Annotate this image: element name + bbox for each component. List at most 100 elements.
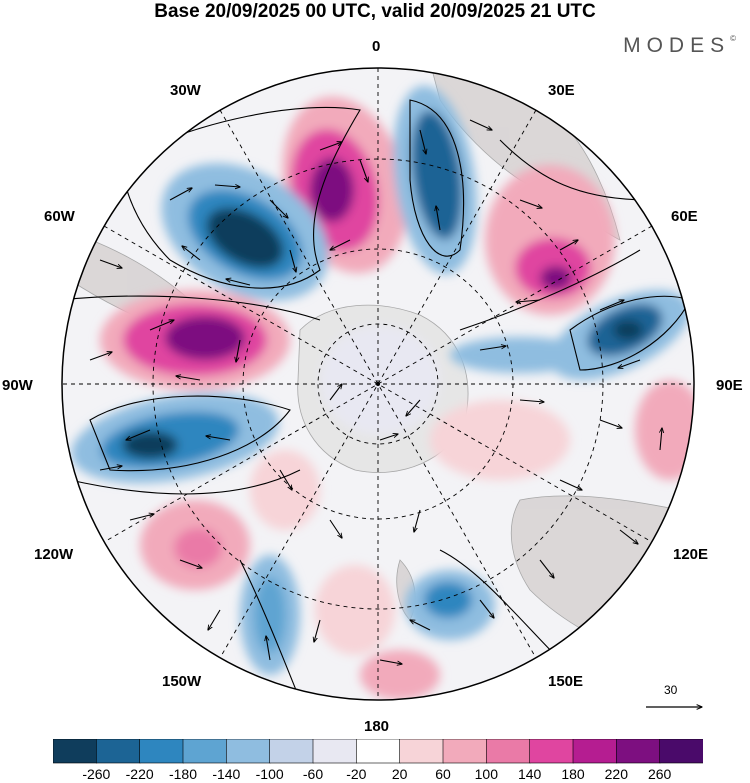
contour-line-3 [89,395,291,472]
lon-label-180: 180 [364,718,390,735]
wind-vector [599,419,622,428]
wind-vector [89,352,112,361]
anomaly-pos-7 [315,565,395,655]
wind-vector [436,206,441,231]
wind-vector [410,620,431,631]
wind-vector [176,376,201,381]
anomaly-neg-4-peak [122,431,178,459]
graticule [62,68,694,700]
colorbar-tick-label: -100 [255,766,284,782]
colorbar-swatch [96,739,141,764]
colorbar-tick-label: 180 [561,766,585,782]
colorbar-swatch [356,739,401,764]
colorbar-tick-label: 20 [391,766,408,782]
wind-vector [516,300,541,302]
colorbar-swatch [399,739,444,764]
colorbar-swatch [572,739,618,764]
lon-label-150e: 150E [548,673,584,690]
colorbar-swatch [529,739,574,764]
anomaly-pos-2-peak [165,316,245,360]
contour-line-7 [459,249,641,331]
colorbar-tick-label: -220 [125,766,154,782]
wind-vector [149,320,174,331]
colorbar-swatch [53,739,98,764]
wind-vector [269,199,288,218]
lon-label-30e: 30E [548,82,575,99]
wind-vector [479,346,506,351]
contour-line-2 [409,99,465,257]
meridian-60w-120e [103,225,653,543]
colorbar-tick-label: 60 [435,766,451,782]
lon-label-60e: 60E [671,208,698,225]
wind-vector [330,239,351,250]
wind-vector [599,300,624,311]
wind-vector [236,339,241,362]
contour-line-1 [119,106,361,289]
colorbar-swatch [182,739,228,764]
logo-text: MODES [623,34,731,57]
anomaly-pos-8 [360,650,440,700]
reference-vector-value: 30 [664,683,678,697]
wind-vector [182,246,201,261]
wind-vector [406,399,421,416]
lon-label-60w: 60W [44,208,75,225]
map-disc [62,68,694,700]
colorbar-swatch [486,739,531,764]
anomaly-pos-3-peak [540,266,572,290]
wind-vector [126,429,151,440]
contour-line-9 [239,559,301,700]
wind-vectors [89,119,662,664]
meridian-30w-150e [219,109,537,659]
anomaly-pos-6 [250,450,320,530]
contour-line-10 [499,139,651,201]
colorbar-swatch [312,739,358,764]
colorbar-swatch [442,739,488,764]
wind-vector [206,436,231,441]
anomaly-pos-4-core [174,528,222,568]
colorbar-tick-label: 100 [474,766,499,782]
wind-vector [214,185,240,187]
colorbar-swatch [269,739,314,764]
lon-label-120e: 120E [673,546,709,563]
wind-vector [359,159,368,182]
logo-mark: © [730,34,736,43]
anomaly-neg-6-core [424,582,472,618]
wind-vector [519,199,542,208]
lon-label-120w: 120W [34,546,74,563]
colorbar-tick-label: -180 [168,766,198,782]
colorbar-tick-label: 140 [517,766,542,782]
colorbar-tick-label: -140 [212,766,241,782]
anomaly-neg-1-peak [206,207,284,269]
lon-label-30w: 30W [170,82,201,99]
wind-vector [379,434,398,441]
anomaly-neg-7 [450,337,590,373]
lon-label-0: 0 [372,38,381,55]
parallel-80s [317,323,439,445]
wind-vector [559,479,582,490]
modes-logo: MODES© [623,34,736,58]
wind-vector [129,514,154,521]
wind-vector [329,519,342,538]
wind-vector [99,259,122,268]
parallel-40s [152,158,604,610]
lon-label-90e: 90E [716,377,743,394]
wind-vector [539,559,554,578]
anomaly-pos-9 [430,400,570,480]
colorbar-swatch [139,739,184,764]
wind-vector [618,359,641,368]
wind-vector [469,119,492,130]
wind-vector [169,188,192,201]
wind-vector [319,142,342,151]
anomaly-neg-8 [320,325,440,435]
wind-vector [559,240,578,251]
wind-vector [226,279,251,286]
anomaly-neg-3-peak [613,320,643,340]
wind-vector [208,609,221,630]
wind-vector [419,129,426,154]
anomaly-neg-5-core [254,577,286,653]
wind-vector [660,428,662,451]
wind-vector [99,466,122,471]
wind-vector [414,509,421,532]
anomaly-pos-1-peak [310,158,354,222]
